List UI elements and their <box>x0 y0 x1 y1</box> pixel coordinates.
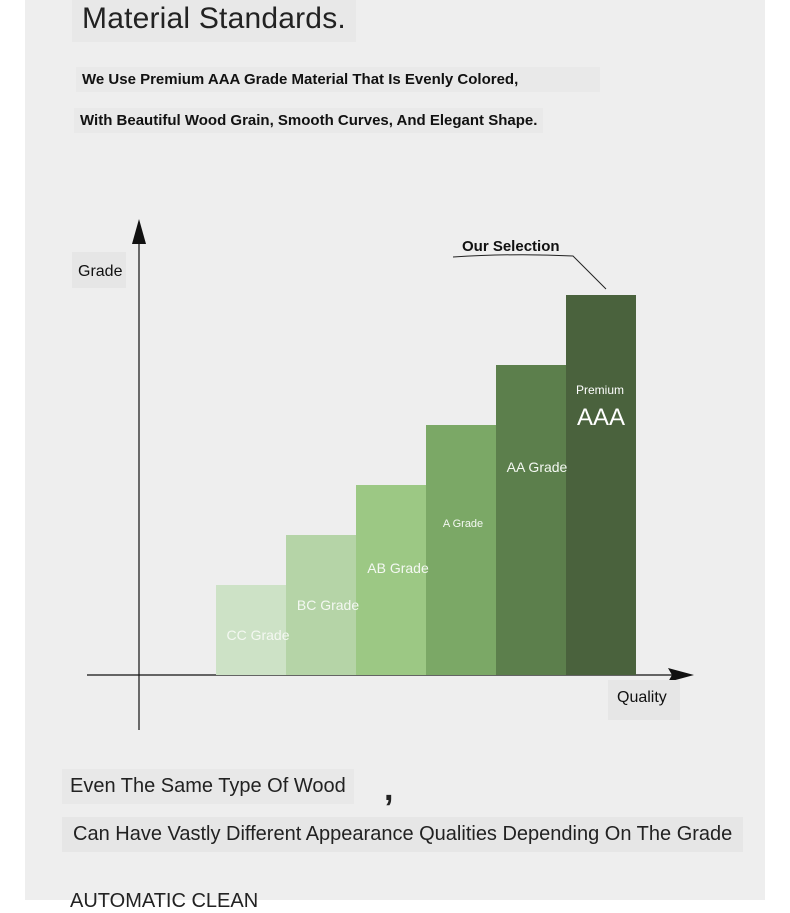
bar-1 <box>216 585 286 675</box>
y-axis-label-bg <box>72 252 126 288</box>
x-axis-arrow <box>668 668 694 682</box>
bar-3 <box>356 485 426 675</box>
bar-4 <box>426 425 496 675</box>
bar-label-6: AAA <box>577 404 625 431</box>
bar-label-5: AA Grade <box>507 459 568 475</box>
grade-chart: Grade Quality CC Grade BC Grade AB Grade A … <box>72 219 694 730</box>
footer-line-3: AUTOMATIC CLEAN <box>70 890 259 912</box>
x-axis-label-bg <box>608 680 680 720</box>
bar-6 <box>566 295 636 675</box>
bar-label-3: AB Grade <box>367 560 429 576</box>
bar-5 <box>496 365 566 675</box>
y-axis-arrow <box>132 219 146 244</box>
bar-2 <box>286 535 356 675</box>
y-axis-label: Grade <box>78 263 123 280</box>
subtitle-line-2: With Beautiful Wood Grain, Smooth Curves… <box>74 108 544 133</box>
footer-comma: , <box>384 770 394 808</box>
x-axis-label: Quality <box>617 689 667 706</box>
footer-line-2: Can Have Vastly Different Appearance Qua… <box>62 817 744 852</box>
subtitle-line-1: We Use Premium AAA Grade Material That I… <box>76 67 600 92</box>
bar-label-4: A Grade <box>443 518 483 530</box>
bar-label-1: CC Grade <box>226 627 289 643</box>
annotation-pointer <box>452 254 607 290</box>
footer-line-1: Even The Same Type Of Wood <box>62 769 354 804</box>
annotation-label: Our Selection <box>462 238 560 255</box>
bar-label-2: BC Grade <box>297 597 359 613</box>
premium-label: Premium <box>576 383 624 397</box>
content-panel <box>25 0 765 900</box>
page-title: Material Standards. <box>72 0 356 42</box>
